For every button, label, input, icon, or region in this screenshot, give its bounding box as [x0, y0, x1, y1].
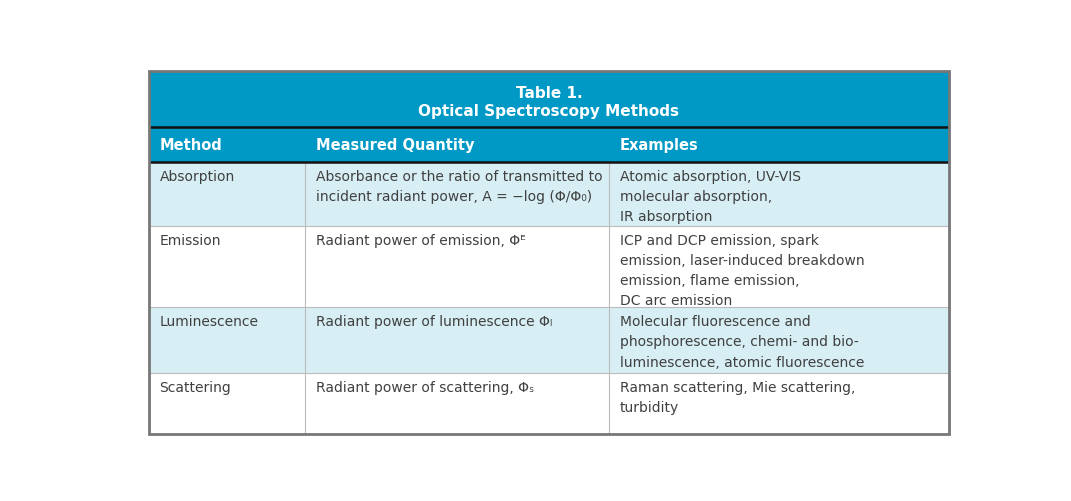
Bar	[149, 226, 949, 308]
Text: Examples: Examples	[620, 138, 698, 153]
Text: Radiant power of scattering, Φₛ: Radiant power of scattering, Φₛ	[316, 381, 533, 395]
Text: Radiant power of luminescence Φₗ: Radiant power of luminescence Φₗ	[316, 315, 552, 329]
Text: Molecular fluorescence and
phosphorescence, chemi- and bio-
luminescence, atomic: Molecular fluorescence and phosphorescen…	[620, 315, 864, 369]
Bar	[149, 162, 949, 226]
Text: Optical Spectroscopy Methods: Optical Spectroscopy Methods	[419, 104, 679, 119]
Bar	[149, 374, 949, 434]
Bar	[149, 128, 949, 162]
Text: Radiant power of emission, Φᴱ: Radiant power of emission, Φᴱ	[316, 233, 525, 247]
Bar	[149, 308, 949, 374]
Text: Method: Method	[160, 138, 223, 153]
Bar	[149, 72, 949, 128]
Text: Raman scattering, Mie scattering,
turbidity: Raman scattering, Mie scattering, turbid…	[620, 381, 855, 415]
Text: Scattering: Scattering	[160, 381, 231, 395]
Text: Absorbance or the ratio of transmitted to
incident radiant power, A = −log (Φ/Φ₀: Absorbance or the ratio of transmitted t…	[316, 169, 602, 203]
Text: Absorption: Absorption	[160, 169, 235, 183]
Text: Emission: Emission	[160, 233, 221, 247]
Text: Luminescence: Luminescence	[160, 315, 258, 329]
Text: Atomic absorption, UV-VIS
molecular absorption,
IR absorption: Atomic absorption, UV-VIS molecular abso…	[620, 169, 801, 223]
Text: Measured Quantity: Measured Quantity	[316, 138, 474, 153]
Text: Table 1.: Table 1.	[515, 86, 583, 101]
Text: ICP and DCP emission, spark
emission, laser-induced breakdown
emission, flame em: ICP and DCP emission, spark emission, la…	[620, 233, 864, 308]
